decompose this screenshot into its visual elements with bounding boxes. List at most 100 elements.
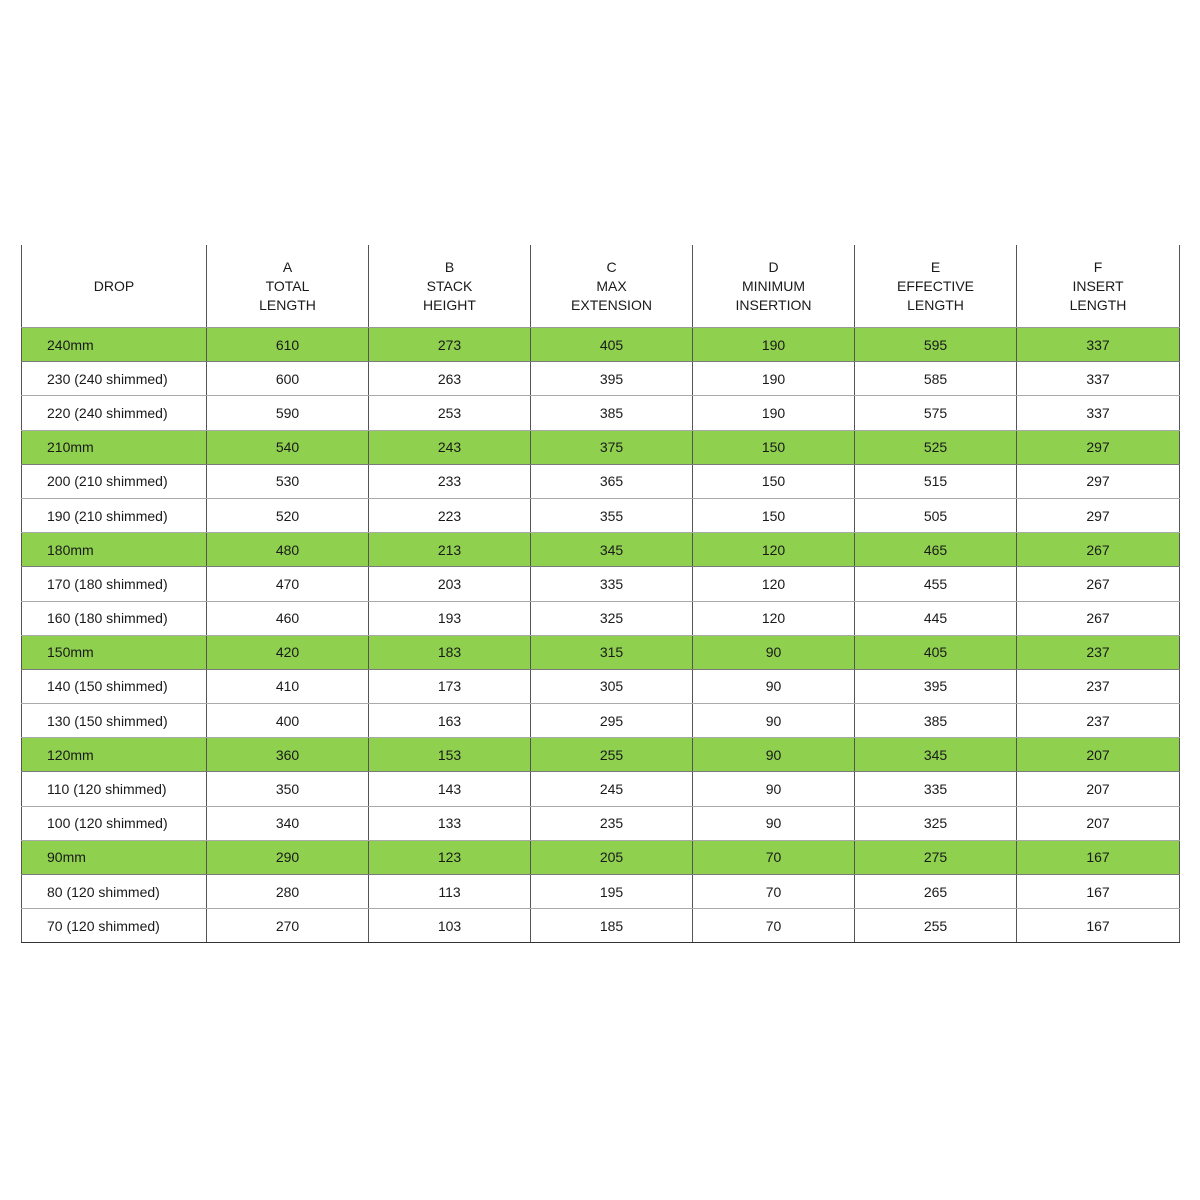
value-cell: 150 (692, 463, 855, 499)
value-cell: 585 (854, 361, 1017, 397)
value-cell: 267 (1016, 600, 1180, 636)
value-cell: 185 (530, 908, 693, 944)
value-cell: 237 (1016, 634, 1180, 670)
header-cell: A TOTAL LENGTH (206, 245, 369, 328)
header-text: INSERT (1072, 277, 1124, 294)
header-text: EFFECTIVE (896, 277, 974, 294)
header-cell: F INSERT LENGTH (1016, 245, 1180, 328)
value-cell: 90 (692, 805, 855, 841)
table-row: 230 (240 shimmed) 600 263 395 190 585 337 (21, 361, 1180, 397)
value-cell: 540 (206, 429, 369, 465)
drop-cell: 210mm (21, 429, 207, 465)
table-row: 70 (120 shimmed) 270 103 185 70 255 167 (21, 908, 1180, 944)
value-cell: 297 (1016, 463, 1180, 499)
value-cell: 375 (530, 429, 693, 465)
header-text: MINIMUM (742, 277, 805, 294)
value-cell: 190 (692, 395, 855, 431)
drop-cell: 230 (240 shimmed) (21, 361, 207, 397)
value-cell: 203 (368, 566, 531, 602)
value-cell: 70 (692, 908, 855, 944)
drop-cell: 150mm (21, 634, 207, 670)
value-cell: 205 (530, 839, 693, 876)
value-cell: 445 (854, 600, 1017, 636)
value-cell: 237 (1016, 668, 1180, 705)
value-cell: 150 (692, 429, 855, 465)
header-text: EXTENSION (571, 296, 652, 313)
value-cell: 90 (692, 737, 855, 773)
value-cell: 460 (206, 600, 369, 636)
table-row: 150mm 420 183 315 90 405 237 (21, 634, 1180, 670)
value-cell: 243 (368, 429, 531, 465)
value-cell: 365 (530, 463, 693, 499)
value-cell: 263 (368, 361, 531, 397)
value-cell: 345 (530, 532, 693, 568)
drop-cell: 240mm (21, 326, 207, 363)
value-cell: 305 (530, 668, 693, 705)
value-cell: 133 (368, 805, 531, 841)
drop-cell: 140 (150 shimmed) (21, 668, 207, 705)
header-text: LENGTH (907, 296, 964, 313)
value-cell: 153 (368, 737, 531, 773)
table-row: 180mm 480 213 345 120 465 267 (21, 532, 1180, 568)
value-cell: 235 (530, 805, 693, 841)
drop-cell: 170 (180 shimmed) (21, 566, 207, 602)
header-text: B (444, 258, 455, 275)
value-cell: 337 (1016, 361, 1180, 397)
value-cell: 275 (854, 839, 1017, 876)
value-cell: 297 (1016, 497, 1180, 534)
value-cell: 405 (530, 326, 693, 363)
header-row: DROP A TOTAL LENGTH B STACK HEIGHT C MAX EXTENSIO… (21, 245, 1180, 328)
table-row: 140 (150 shimmed) 410 173 305 90 395 237 (21, 668, 1180, 705)
drop-cell: 110 (120 shimmed) (21, 771, 207, 807)
value-cell: 183 (368, 634, 531, 670)
value-cell: 297 (1016, 429, 1180, 465)
table-row: 90mm 290 123 205 70 275 167 (21, 839, 1180, 876)
value-cell: 340 (206, 805, 369, 841)
value-cell: 207 (1016, 805, 1180, 841)
value-cell: 420 (206, 634, 369, 670)
header-text: STACK (426, 277, 473, 294)
value-cell: 355 (530, 497, 693, 534)
table-row: 210mm 540 243 375 150 525 297 (21, 429, 1180, 465)
value-cell: 113 (368, 873, 531, 910)
header-cell: D MINIMUM INSERTION (692, 245, 855, 328)
value-cell: 167 (1016, 839, 1180, 876)
header-text: LENGTH (1069, 296, 1127, 313)
table-row: 190 (210 shimmed) 520 223 355 150 505 297 (21, 497, 1180, 534)
value-cell: 120 (692, 532, 855, 568)
value-cell: 395 (854, 668, 1017, 705)
drop-cell: 100 (120 shimmed) (21, 805, 207, 841)
value-cell: 315 (530, 634, 693, 670)
value-cell: 103 (368, 908, 531, 944)
header-text: C (606, 258, 617, 275)
drop-cell: 180mm (21, 532, 207, 568)
table-row: 100 (120 shimmed) 340 133 235 90 325 207 (21, 805, 1180, 841)
value-cell: 595 (854, 326, 1017, 363)
value-cell: 70 (692, 839, 855, 876)
drop-cell: 80 (120 shimmed) (21, 873, 207, 910)
value-cell: 273 (368, 326, 531, 363)
drop-cell: 200 (210 shimmed) (21, 463, 207, 499)
value-cell: 280 (206, 873, 369, 910)
value-cell: 610 (206, 326, 369, 363)
table-row: 220 (240 shimmed) 590 253 385 190 575 337 (21, 395, 1180, 431)
header-text: TOTAL (265, 277, 310, 294)
value-cell: 337 (1016, 395, 1180, 431)
value-cell: 213 (368, 532, 531, 568)
value-cell: 395 (530, 361, 693, 397)
value-cell: 265 (854, 873, 1017, 910)
value-cell: 515 (854, 463, 1017, 499)
header-text: A (282, 258, 293, 275)
table-row: 120mm 360 153 255 90 345 207 (21, 737, 1180, 773)
value-cell: 385 (530, 395, 693, 431)
value-cell: 400 (206, 703, 369, 739)
drop-cell: 130 (150 shimmed) (21, 703, 207, 739)
value-cell: 325 (530, 600, 693, 636)
value-cell: 143 (368, 771, 531, 807)
header-text: LENGTH (259, 296, 316, 313)
header-cell: C MAX EXTENSION (530, 245, 693, 328)
header-text: F (1093, 258, 1103, 275)
header-text: HEIGHT (423, 296, 476, 313)
table-row: 160 (180 shimmed) 460 193 325 120 445 267 (21, 600, 1180, 636)
